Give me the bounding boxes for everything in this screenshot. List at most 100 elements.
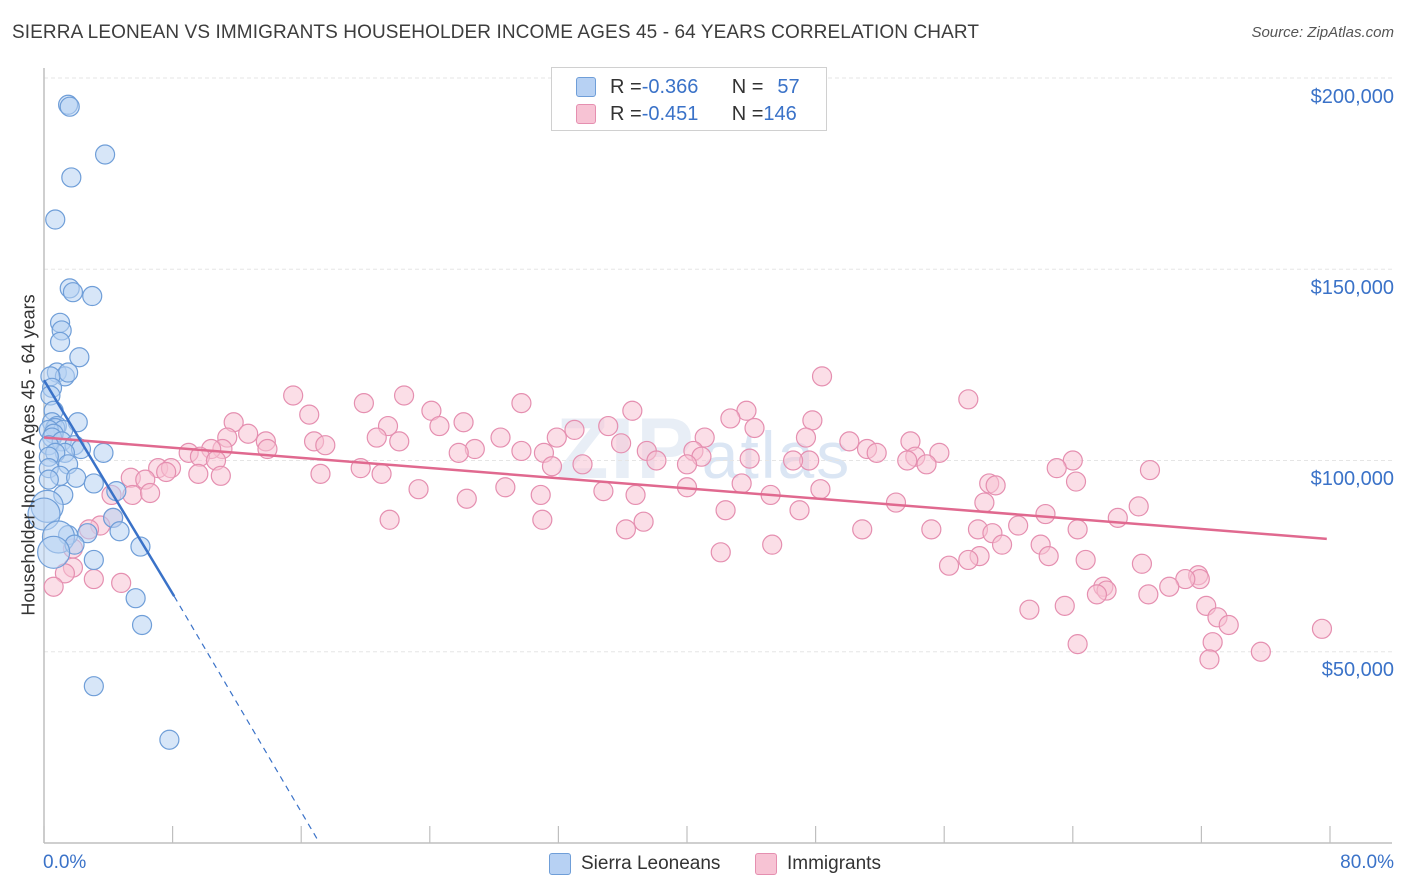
- immigrants-point: [283, 385, 304, 406]
- immigrants-point: [353, 393, 374, 414]
- legend-r-label: R =: [610, 75, 642, 98]
- series-legend-sierra-leoneans: Sierra Leoneans: [549, 851, 720, 877]
- sierra-leoneans-trend-extension: [173, 595, 318, 840]
- sierra-leoneans-point: [109, 521, 130, 542]
- immigrants-point: [429, 415, 450, 437]
- immigrants-point: [572, 454, 593, 475]
- series-legend-immigrants: Immigrants: [755, 851, 881, 877]
- trend-lines: [42, 379, 1327, 840]
- immigrants-point: [511, 440, 532, 462]
- immigrants-point: [1199, 649, 1220, 670]
- immigrants-point: [593, 481, 614, 502]
- sierra-leoneans-point: [93, 442, 114, 463]
- legend-r-value: -0.451: [641, 102, 699, 125]
- axes: [43, 68, 1392, 844]
- immigrants-point: [744, 417, 765, 439]
- immigrants-point: [715, 500, 736, 521]
- immigrants-point: [156, 461, 177, 483]
- immigrants-point: [897, 450, 918, 471]
- sierra-leoneans-point: [45, 209, 66, 230]
- legend-swatch-pink: [576, 104, 596, 124]
- source-label: Source: ZipAtlas.com: [1251, 24, 1394, 41]
- gridlines: [44, 77, 1395, 653]
- y-tick-label-50000: $50,000: [1321, 659, 1394, 681]
- immigrants-point: [371, 463, 392, 484]
- immigrants-point: [456, 488, 477, 509]
- sierra-leoneans-point: [159, 729, 180, 750]
- legend-n-value: 146: [763, 102, 797, 125]
- series-label-sierra-leoneans: Sierra Leoneans: [581, 853, 721, 874]
- sierra-leoneans-point: [59, 96, 80, 117]
- immigrants-point: [731, 473, 752, 494]
- sierra-leoneans-point: [125, 588, 146, 609]
- y-tick-label-200000: $200,000: [1310, 86, 1394, 108]
- immigrants-point: [1067, 519, 1088, 540]
- y-tick-label-150000: $150,000: [1310, 277, 1394, 299]
- watermark-atlas: atlas: [701, 418, 852, 492]
- immigrants-point: [610, 433, 632, 454]
- sierra-leoneans-point: [66, 467, 87, 488]
- immigrants-point: [762, 534, 783, 555]
- immigrants-point: [985, 475, 1006, 496]
- immigrants-point: [1067, 633, 1088, 655]
- y-axis-label: Householder Income Ages 45 - 64 years: [18, 294, 39, 616]
- sierra-leoneans-point: [49, 331, 71, 353]
- immigrants-point: [541, 456, 563, 477]
- immigrants-point: [885, 492, 907, 513]
- immigrants-point: [1131, 553, 1153, 574]
- immigrants-point: [921, 519, 942, 540]
- immigrants-point: [530, 484, 551, 506]
- immigrants-point: [83, 568, 104, 590]
- immigrants-point: [1065, 471, 1087, 492]
- immigrants-point: [958, 389, 979, 410]
- immigrants-point: [238, 423, 259, 444]
- immigrants-point: [802, 410, 823, 431]
- legend-swatch-blue: [576, 77, 596, 97]
- immigrants-point: [1311, 618, 1333, 639]
- immigrants-point: [495, 477, 516, 498]
- immigrants-point: [646, 450, 667, 471]
- legend-r-value: -0.366: [641, 75, 699, 98]
- immigrants-point: [1128, 496, 1149, 517]
- immigrants-point: [1159, 576, 1180, 597]
- immigrants-point: [991, 534, 1013, 555]
- immigrants-point: [739, 448, 760, 469]
- immigrants-point: [710, 542, 731, 563]
- immigrants-point: [1054, 595, 1075, 616]
- series-label-immigrants: Immigrants: [787, 853, 881, 874]
- sierra-leoneans-point: [62, 282, 84, 303]
- immigrants-point: [938, 555, 960, 576]
- immigrants-point: [1035, 503, 1056, 525]
- immigrants-point: [532, 509, 553, 530]
- x-tick-label-max: 80.0%: [1340, 852, 1394, 873]
- sierra-leoneans-point: [38, 469, 59, 490]
- sierra-leoneans-point: [83, 676, 104, 697]
- legend-r-label: R =: [610, 102, 642, 125]
- immigrants-point: [448, 442, 469, 463]
- immigrants-point: [633, 511, 654, 532]
- immigrants-point: [1019, 599, 1040, 620]
- immigrants-point: [1046, 458, 1067, 479]
- immigrants-point: [453, 412, 474, 433]
- sierra-leoneans-points: [27, 94, 180, 750]
- immigrants-point: [789, 500, 810, 521]
- sierra-leoneans-point: [37, 535, 71, 569]
- legend-row-sierra-leoneans: R = -0.366 N = 57: [576, 75, 800, 99]
- immigrants-point: [929, 442, 950, 463]
- immigrants-point: [625, 484, 646, 506]
- sierra-leoneans-point: [131, 614, 153, 636]
- immigrants-point: [852, 519, 873, 540]
- immigrants-point: [1008, 515, 1029, 536]
- immigrants-point: [1218, 614, 1239, 636]
- immigrants-point: [1202, 632, 1223, 653]
- chart-title: SIERRA LEONEAN VS IMMIGRANTS HOUSEHOLDER…: [12, 22, 980, 43]
- immigrants-point: [622, 400, 643, 421]
- y-tick-label-100000: $100,000: [1310, 468, 1394, 490]
- sierra-leoneans-trend-line: [42, 379, 176, 597]
- immigrants-point: [811, 366, 833, 387]
- immigrants-point: [188, 463, 209, 484]
- immigrants-point: [866, 442, 887, 463]
- legend-n-value: 57: [777, 75, 800, 98]
- immigrants-point: [139, 482, 161, 504]
